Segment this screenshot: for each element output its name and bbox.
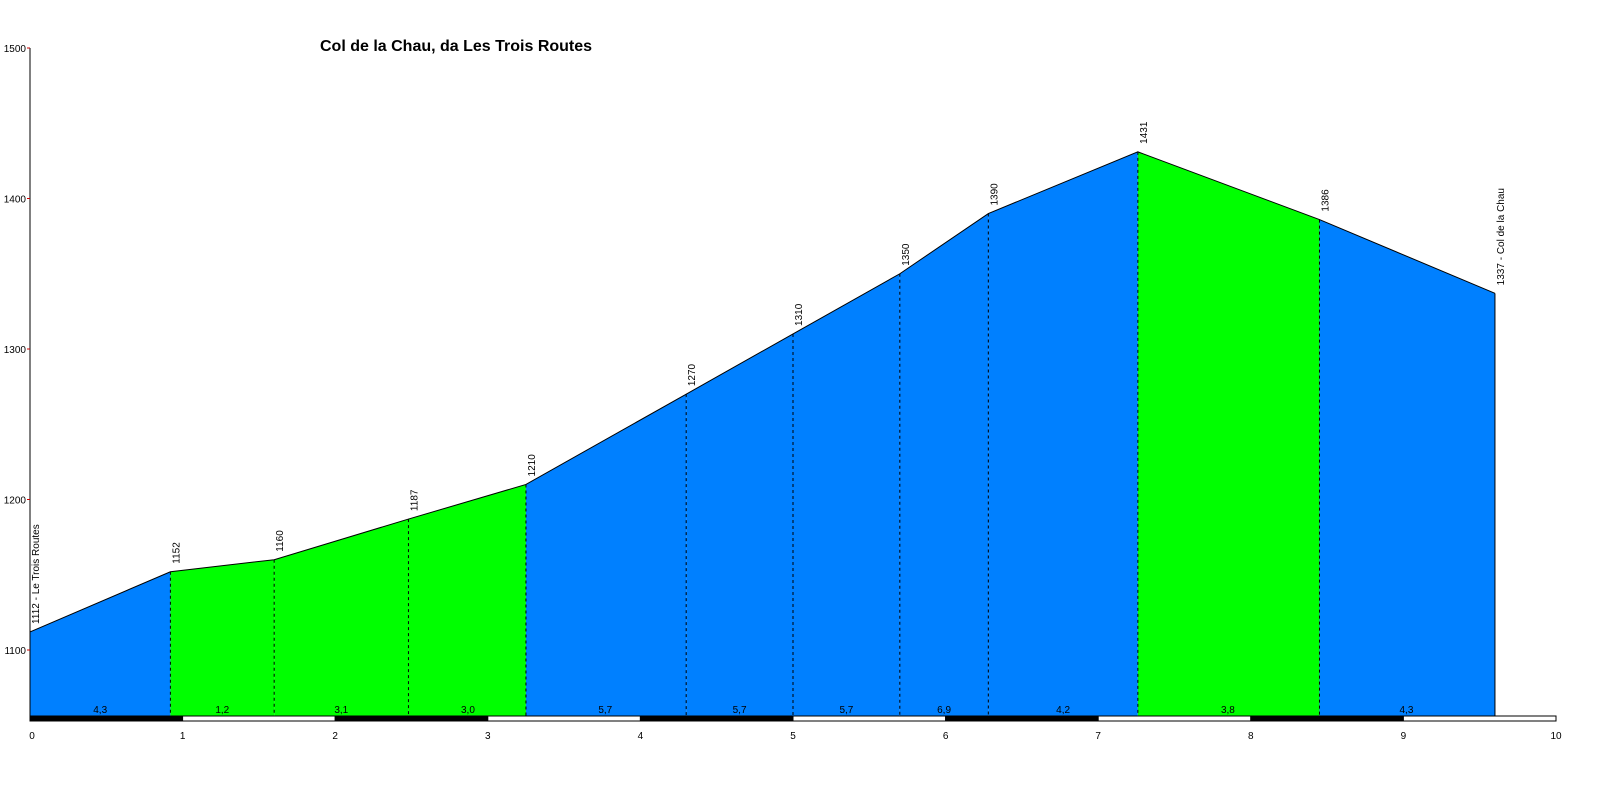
elevation-label: 1431 <box>1139 121 1150 144</box>
gradient-label: 3,8 <box>1221 705 1235 716</box>
x-tick-label: 10 <box>1550 731 1562 742</box>
y-tick-label: 1100 <box>4 646 26 657</box>
km-scale-block <box>639 715 794 722</box>
gradient-label: 4,3 <box>93 705 107 716</box>
gradient-label: 4,3 <box>1399 705 1413 716</box>
profile-segment <box>274 519 409 716</box>
elevation-label: 1310 <box>794 303 805 326</box>
profile-segment <box>988 151 1138 717</box>
km-scale-block <box>29 715 184 722</box>
y-tick-label: 1300 <box>4 345 27 356</box>
profile-segment <box>686 333 793 716</box>
profile-segment <box>1319 219 1495 716</box>
chart-title: Col de la Chau, da Les Trois Routes <box>320 38 593 55</box>
gradient-label: 5,7 <box>733 705 747 716</box>
gradient-label: 5,7 <box>598 705 612 716</box>
x-tick-label: 6 <box>943 731 949 742</box>
elevation-label: 1390 <box>989 183 1000 206</box>
km-scale-block <box>1402 715 1557 722</box>
elevation-label: 1187 <box>409 489 420 511</box>
y-tick-label: 1500 <box>4 44 27 55</box>
x-tick-label: 8 <box>1248 731 1254 742</box>
gradient-label: 1,2 <box>215 705 229 716</box>
gradient-label: 5,7 <box>839 705 853 716</box>
elevation-label: 1337 - Col de la Chau <box>1496 188 1507 285</box>
gradient-label: 3,0 <box>461 705 475 716</box>
y-tick-label: 1200 <box>4 496 27 507</box>
profile-segment <box>30 571 171 716</box>
x-tick-label: 4 <box>638 731 644 742</box>
elevation-label: 1152 <box>171 542 182 564</box>
elevation-label: 1270 <box>687 363 698 386</box>
profile-segment <box>525 394 687 716</box>
elevation-label: 1210 <box>527 454 538 477</box>
km-scale-block <box>1250 715 1404 722</box>
profile-segment <box>793 273 900 716</box>
y-tick-label: 1400 <box>4 195 27 206</box>
km-scale-block <box>1097 715 1252 722</box>
x-tick-label: 5 <box>790 731 796 742</box>
elevation-label: 1160 <box>275 530 286 552</box>
profile-segment <box>899 213 989 717</box>
elevation-label: 1112 - Le Trois Routes <box>31 524 42 624</box>
profile-segment <box>170 559 275 716</box>
km-scale-block <box>182 715 336 722</box>
x-tick-label: 9 <box>1401 731 1407 742</box>
km-scale-block <box>334 715 489 722</box>
gradient-label: 3,1 <box>334 705 348 716</box>
profile-line <box>29 151 1496 633</box>
profile-segment <box>1137 151 1320 717</box>
elevation-label: 1350 <box>901 243 912 266</box>
x-tick-label: 1 <box>180 731 186 742</box>
km-scale-block <box>487 715 641 722</box>
km-scale-block <box>792 715 947 722</box>
elevation-label: 1386 <box>1320 189 1331 212</box>
x-tick-label: 0 <box>29 731 35 742</box>
gradient-label: 4,2 <box>1056 705 1070 716</box>
x-tick-label: 7 <box>1095 731 1101 742</box>
km-scale-block <box>945 715 1099 722</box>
x-tick-label: 3 <box>485 731 491 742</box>
x-tick-label: 2 <box>332 731 338 742</box>
profile-segment <box>408 484 526 716</box>
gradient-label: 6,9 <box>937 705 951 716</box>
